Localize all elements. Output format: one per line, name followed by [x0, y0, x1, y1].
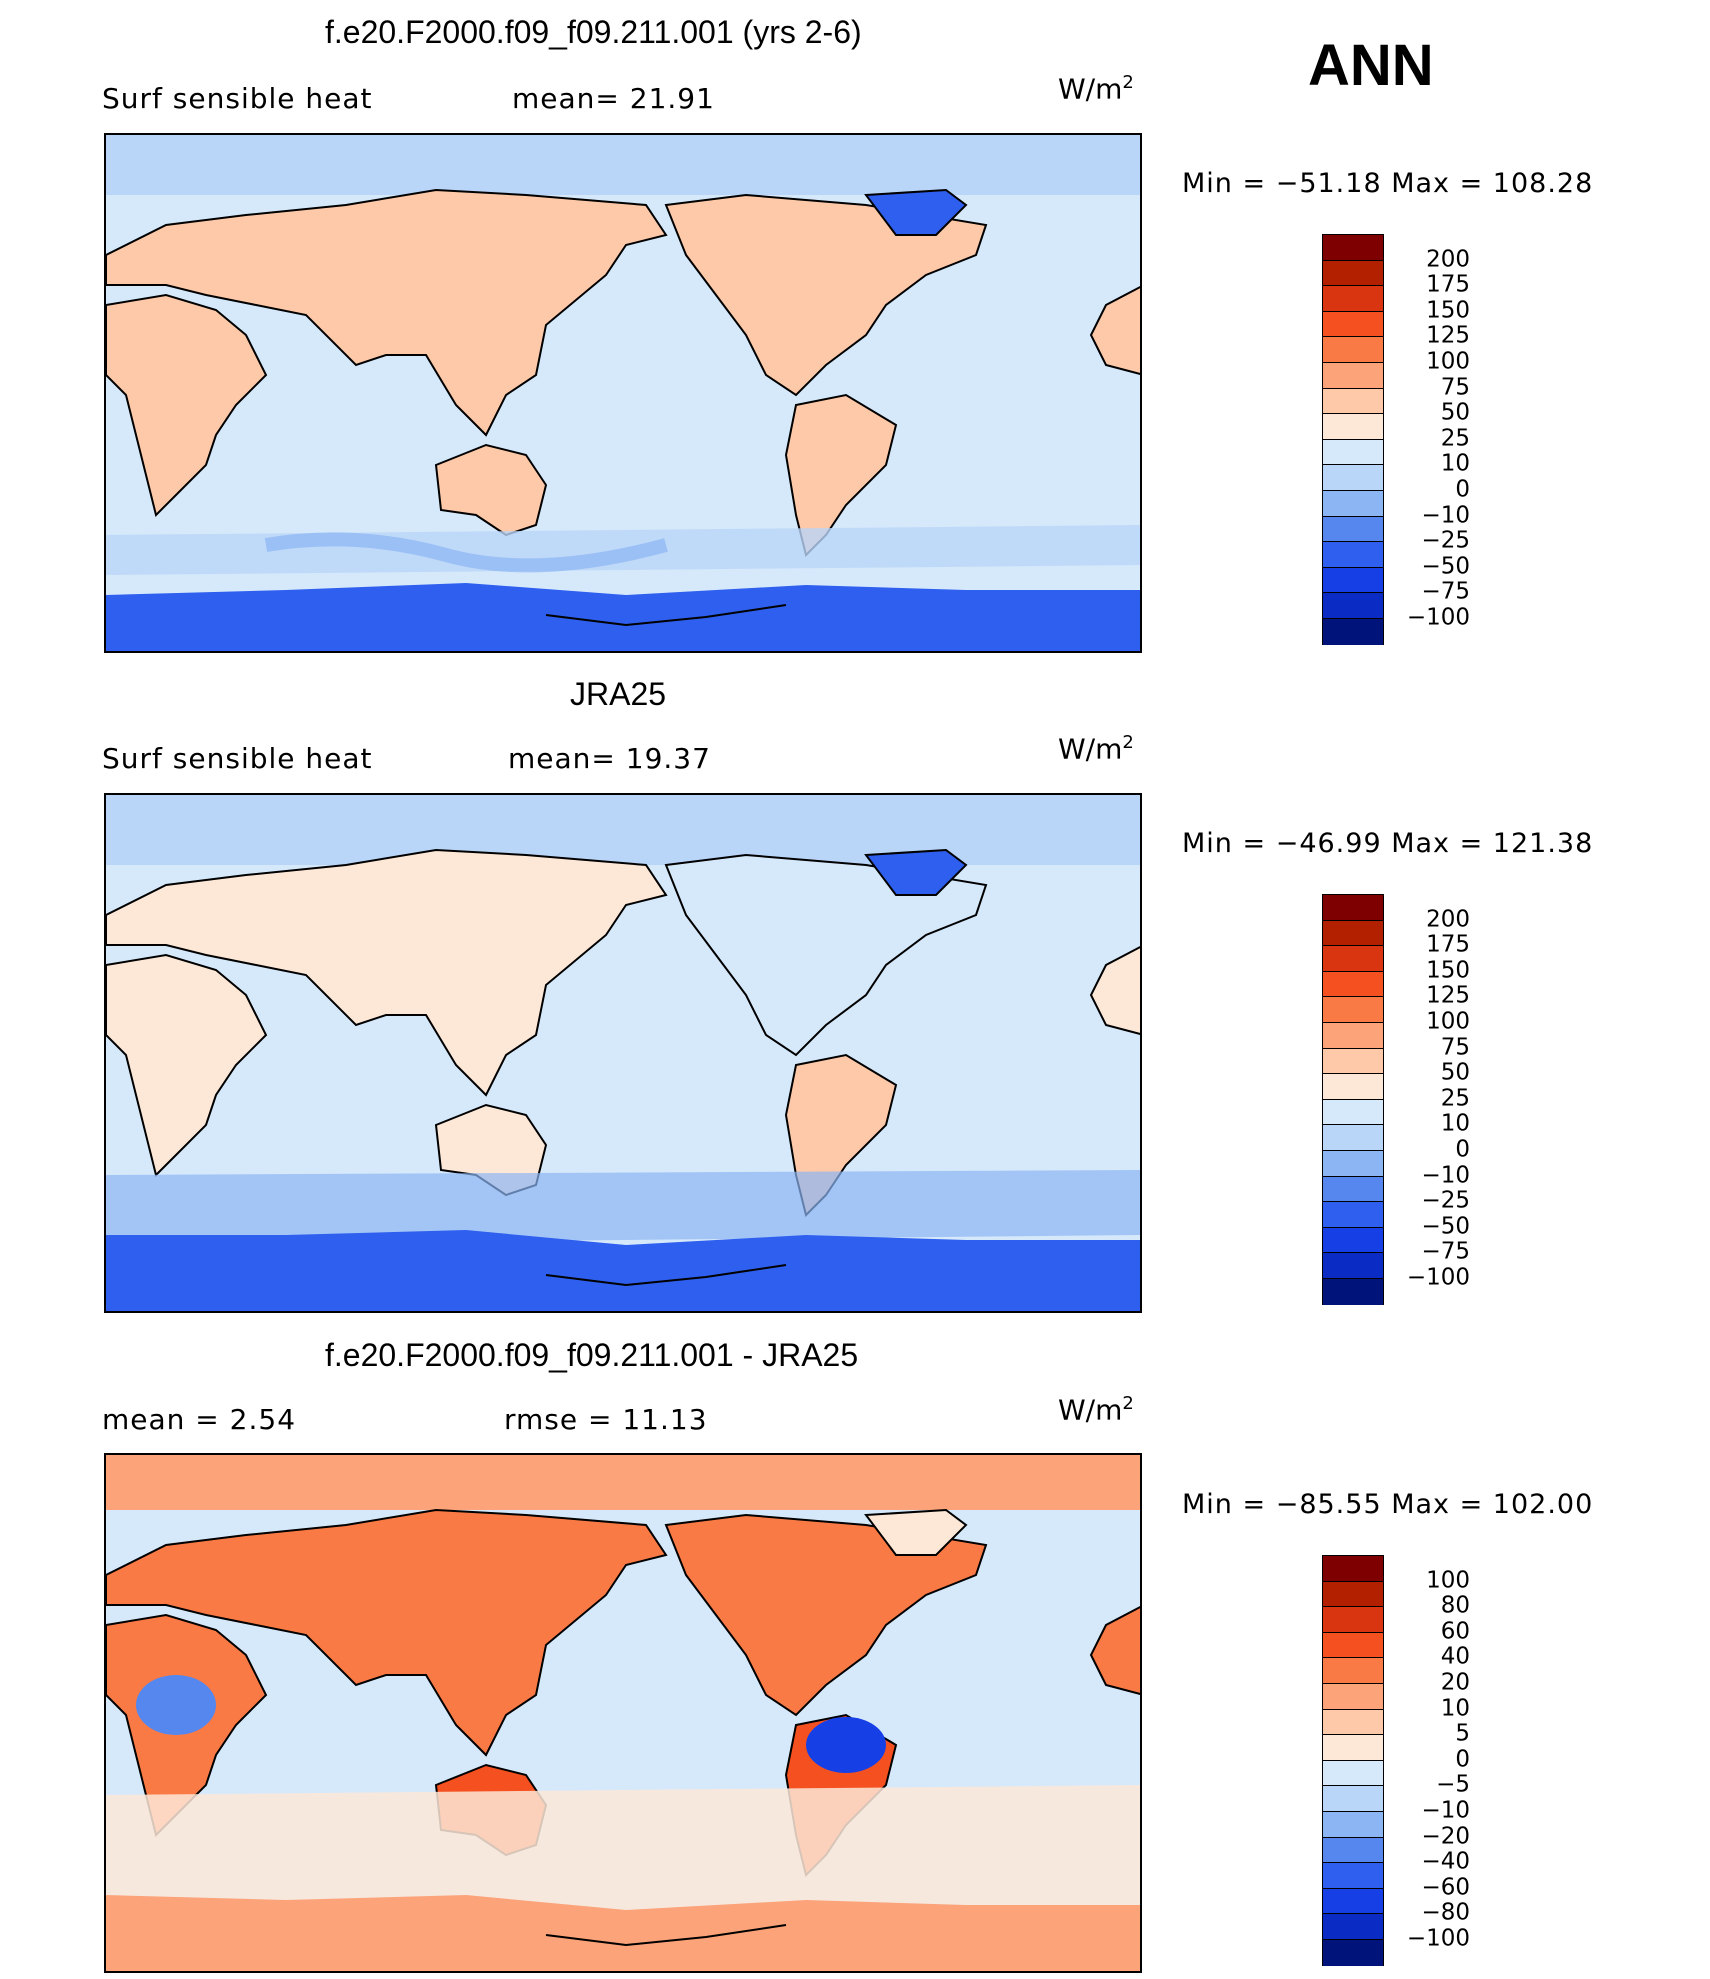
colorbar-tick-label: 125	[1426, 322, 1470, 349]
season-label: ANN	[1308, 33, 1434, 98]
panel1-map-svg	[106, 135, 1140, 651]
colorbar-tick-label: −25	[1421, 1187, 1470, 1214]
panel3-mean-label: mean = 2.54	[102, 1403, 297, 1436]
colorbar-tick-label: 10	[1440, 1110, 1470, 1137]
colorbar-tick-label: 200	[1426, 246, 1470, 273]
colorbar-tick-label: 20	[1440, 1669, 1470, 1696]
colorbar-tick-label: 80	[1440, 1592, 1470, 1619]
colorbar-tick-label: 25	[1440, 1085, 1470, 1112]
panel2-map	[104, 793, 1142, 1313]
colorbar-tick-label: 100	[1426, 1008, 1470, 1035]
colorbar-tick-label: −100	[1406, 1925, 1470, 1952]
panel2-title: JRA25	[570, 676, 667, 712]
panel1-units: W/m2	[1058, 72, 1134, 106]
colorbar-tick-label: −75	[1421, 578, 1470, 605]
panel1-title: f.e20.F2000.f09_f09.211.001 (yrs 2-6)	[325, 14, 862, 50]
panel2-variable-label: Surf sensible heat	[102, 742, 373, 775]
colorbar-tick-label: 175	[1426, 271, 1470, 298]
panel3-map	[104, 1453, 1142, 1973]
colorbar-tick-label: −25	[1421, 527, 1470, 554]
panel3-minmax: Min = −85.55 Max = 102.00	[1182, 1489, 1594, 1520]
colorbar-tick-label: 10	[1440, 1695, 1470, 1722]
colorbar-tick-label: 25	[1440, 425, 1470, 452]
colorbar-tick-label: −40	[1421, 1848, 1470, 1875]
colorbar-tick-label: −80	[1421, 1899, 1470, 1926]
panel1-minmax: Min = −51.18 Max = 108.28	[1182, 168, 1594, 199]
panel1-mean-label: mean= 21.91	[512, 82, 715, 115]
colorbar-tick-label: −50	[1421, 553, 1470, 580]
panel2-mean-label: mean= 19.37	[508, 742, 711, 775]
colorbar-tick-label: 75	[1440, 374, 1470, 401]
colorbar-tick-label: −5	[1436, 1771, 1470, 1798]
colorbar-tick-label: 60	[1440, 1618, 1470, 1645]
panel2-colorbar	[1322, 894, 1384, 1305]
colorbar-tick-label: 200	[1426, 906, 1470, 933]
panel3-colorbar	[1322, 1555, 1384, 1966]
colorbar-tick-label: 10	[1440, 450, 1470, 477]
colorbar-tick-label: 50	[1440, 1059, 1470, 1086]
colorbar-tick-label: −100	[1406, 1264, 1470, 1291]
colorbar-tick-label: −100	[1406, 604, 1470, 631]
panel2-minmax: Min = −46.99 Max = 121.38	[1182, 828, 1594, 859]
panel1-colorbar	[1322, 234, 1384, 645]
colorbar-tick-label: −50	[1421, 1213, 1470, 1240]
colorbar-tick-label: 0	[1455, 1136, 1470, 1163]
colorbar-tick-label: 150	[1426, 957, 1470, 984]
panel3-units: W/m2	[1058, 1393, 1134, 1427]
colorbar-tick-label: −10	[1421, 502, 1470, 529]
panel1-map	[104, 133, 1142, 653]
colorbar-tick-label: 100	[1426, 348, 1470, 375]
colorbar-tick-label: −10	[1421, 1162, 1470, 1189]
colorbar-tick-label: −20	[1421, 1823, 1470, 1850]
panel2-map-svg	[106, 795, 1140, 1311]
colorbar-tick-label: 0	[1455, 476, 1470, 503]
colorbar-tick-label: 125	[1426, 982, 1470, 1009]
panel1-variable-label: Surf sensible heat	[102, 82, 373, 115]
colorbar-tick-label: 50	[1440, 399, 1470, 426]
colorbar-tick-label: −60	[1421, 1874, 1470, 1901]
colorbar-tick-label: 175	[1426, 931, 1470, 958]
colorbar-tick-label: 100	[1426, 1567, 1470, 1594]
colorbar-tick-label: 40	[1440, 1643, 1470, 1670]
colorbar-tick-label: 5	[1455, 1720, 1470, 1747]
colorbar-tick-label: 0	[1455, 1746, 1470, 1773]
colorbar-tick-label: 150	[1426, 297, 1470, 324]
colorbar-tick-label: −75	[1421, 1238, 1470, 1265]
panel3-rmse-label: rmse = 11.13	[504, 1403, 708, 1436]
colorbar-tick-label: −10	[1421, 1797, 1470, 1824]
colorbar-tick-label: 75	[1440, 1034, 1470, 1061]
panel2-units: W/m2	[1058, 732, 1134, 766]
panel3-title: f.e20.F2000.f09_f09.211.001 - JRA25	[325, 1337, 859, 1373]
panel3-map-svg	[106, 1455, 1140, 1971]
